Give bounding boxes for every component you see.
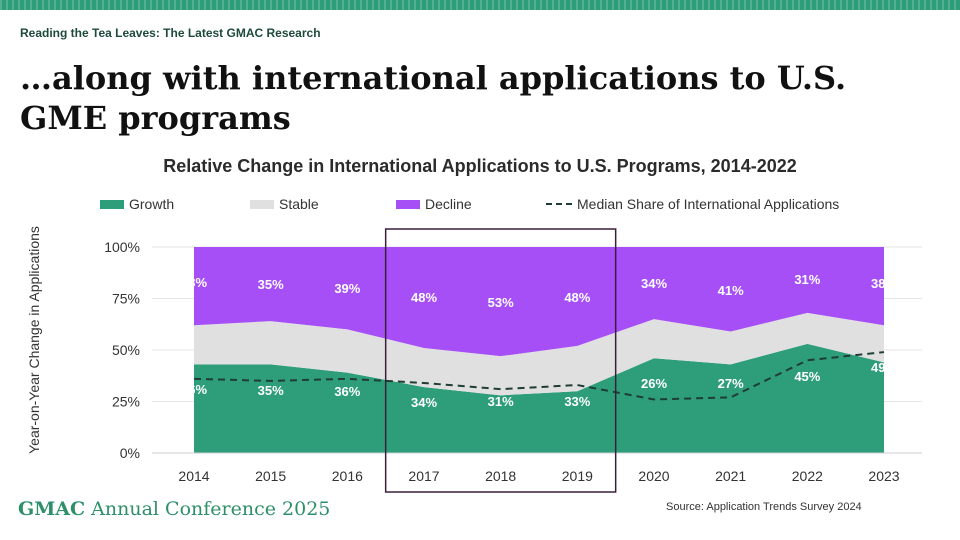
data-label-decline: 48% (411, 290, 437, 305)
y-tick-label: 75% (112, 291, 140, 307)
top-decorative-band (0, 0, 960, 10)
legend-label-median: Median Share of International Applicatio… (577, 196, 840, 212)
x-tick-label: 2019 (562, 468, 593, 484)
data-label-growth: 26% (641, 376, 667, 391)
area-decline (194, 247, 884, 357)
x-tick-label: 2021 (715, 468, 746, 484)
legend-item-stable: Stable (250, 196, 319, 212)
legend-item-median: Median Share of International Applicatio… (546, 196, 839, 212)
data-label-decline: 48% (564, 290, 590, 305)
data-label-growth: 27% (718, 376, 744, 391)
source-note: Source: Application Trends Survey 2024 (666, 501, 862, 513)
data-label-decline: 38% (871, 276, 897, 291)
x-tick-label: 2015 (255, 468, 286, 484)
section-label: Reading the Tea Leaves: The Latest GMAC … (20, 26, 321, 40)
data-label-decline: 35% (258, 277, 284, 292)
x-tick-label: 2018 (485, 468, 516, 484)
median-line (193, 351, 885, 401)
data-label-decline: 53% (488, 295, 514, 310)
x-tick-label: 2023 (868, 468, 899, 484)
data-label-growth: 33% (564, 394, 590, 409)
data-label-growth: 35% (258, 383, 284, 398)
legend-swatch-decline (396, 199, 420, 209)
data-label-growth: 36% (181, 382, 207, 397)
y-tick-label: 0% (120, 445, 140, 461)
legend-swatch-stable (250, 199, 274, 209)
data-label-decline: 38% (181, 275, 207, 290)
data-label-decline: 31% (794, 272, 820, 287)
chart-legend: Growth Stable Decline Median Share of In… (0, 196, 960, 216)
legend-label-decline: Decline (425, 196, 472, 212)
data-label-decline: 41% (718, 283, 744, 298)
data-label-growth: 45% (794, 369, 820, 384)
footer-brand-bold: GMAC (18, 498, 86, 520)
legend-label-stable: Stable (279, 196, 319, 212)
data-label-growth: 36% (334, 384, 360, 399)
y-tick-label: 100% (104, 239, 140, 255)
area-growth (194, 343, 884, 453)
x-tick-label: 2022 (792, 468, 823, 484)
footer-brand: GMAC Annual Conference 2025 (18, 498, 330, 520)
x-tick-label: 2014 (178, 468, 209, 484)
legend-swatch-growth (100, 199, 124, 209)
data-label-growth: 49% (871, 360, 897, 375)
legend-label-growth: Growth (129, 196, 175, 212)
slide-title: …along with international applications t… (20, 59, 847, 137)
area-stable (194, 312, 884, 396)
y-tick-label: 25% (112, 394, 140, 410)
data-label-decline: 39% (334, 281, 360, 296)
x-tick-label: 2016 (332, 468, 363, 484)
y-tick-label: 50% (112, 342, 140, 358)
legend-dash-median (546, 203, 572, 205)
legend-item-decline: Decline (396, 196, 472, 212)
footer-brand-rest: Annual Conference 2025 (85, 498, 331, 520)
highlight-box (384, 228, 617, 493)
data-label-decline: 34% (641, 276, 667, 291)
chart-title: Relative Change in International Applica… (163, 156, 797, 176)
x-tick-label: 2017 (408, 468, 439, 484)
data-label-growth: 34% (411, 395, 437, 410)
x-tick-label: 2020 (638, 468, 669, 484)
data-label-growth: 31% (488, 394, 514, 409)
legend-item-growth: Growth (100, 196, 174, 212)
